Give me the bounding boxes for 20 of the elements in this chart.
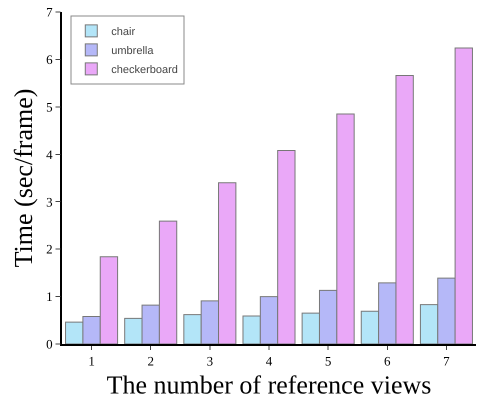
legend-label: chair (111, 26, 136, 38)
y-tick-label: 0 (46, 336, 53, 352)
y-tick-label: 6 (46, 52, 54, 67)
x-tick-label: 3 (206, 353, 214, 368)
x-tick-label: 2 (147, 353, 154, 368)
y-tick-label: 7 (46, 4, 54, 20)
legend-label: checkerboard (111, 64, 178, 76)
x-tick-label: 4 (266, 353, 273, 368)
y-tick-label: 4 (46, 146, 54, 162)
x-tick-label: 7 (443, 353, 450, 368)
y-tick-label: 2 (46, 242, 53, 257)
y-tick-label: 3 (46, 194, 53, 210)
x-tick-label: 1 (88, 353, 95, 368)
x-tick-label: 6 (384, 353, 392, 368)
x-tick-label: 5 (324, 353, 332, 368)
x-axis-title: The number of reference views (106, 370, 432, 400)
y-axis-title: Time (sec/frame) (9, 88, 38, 268)
y-tick-label: 5 (46, 99, 53, 114)
legend-label: umbrella (111, 45, 154, 58)
y-tick-label: 1 (46, 289, 53, 304)
